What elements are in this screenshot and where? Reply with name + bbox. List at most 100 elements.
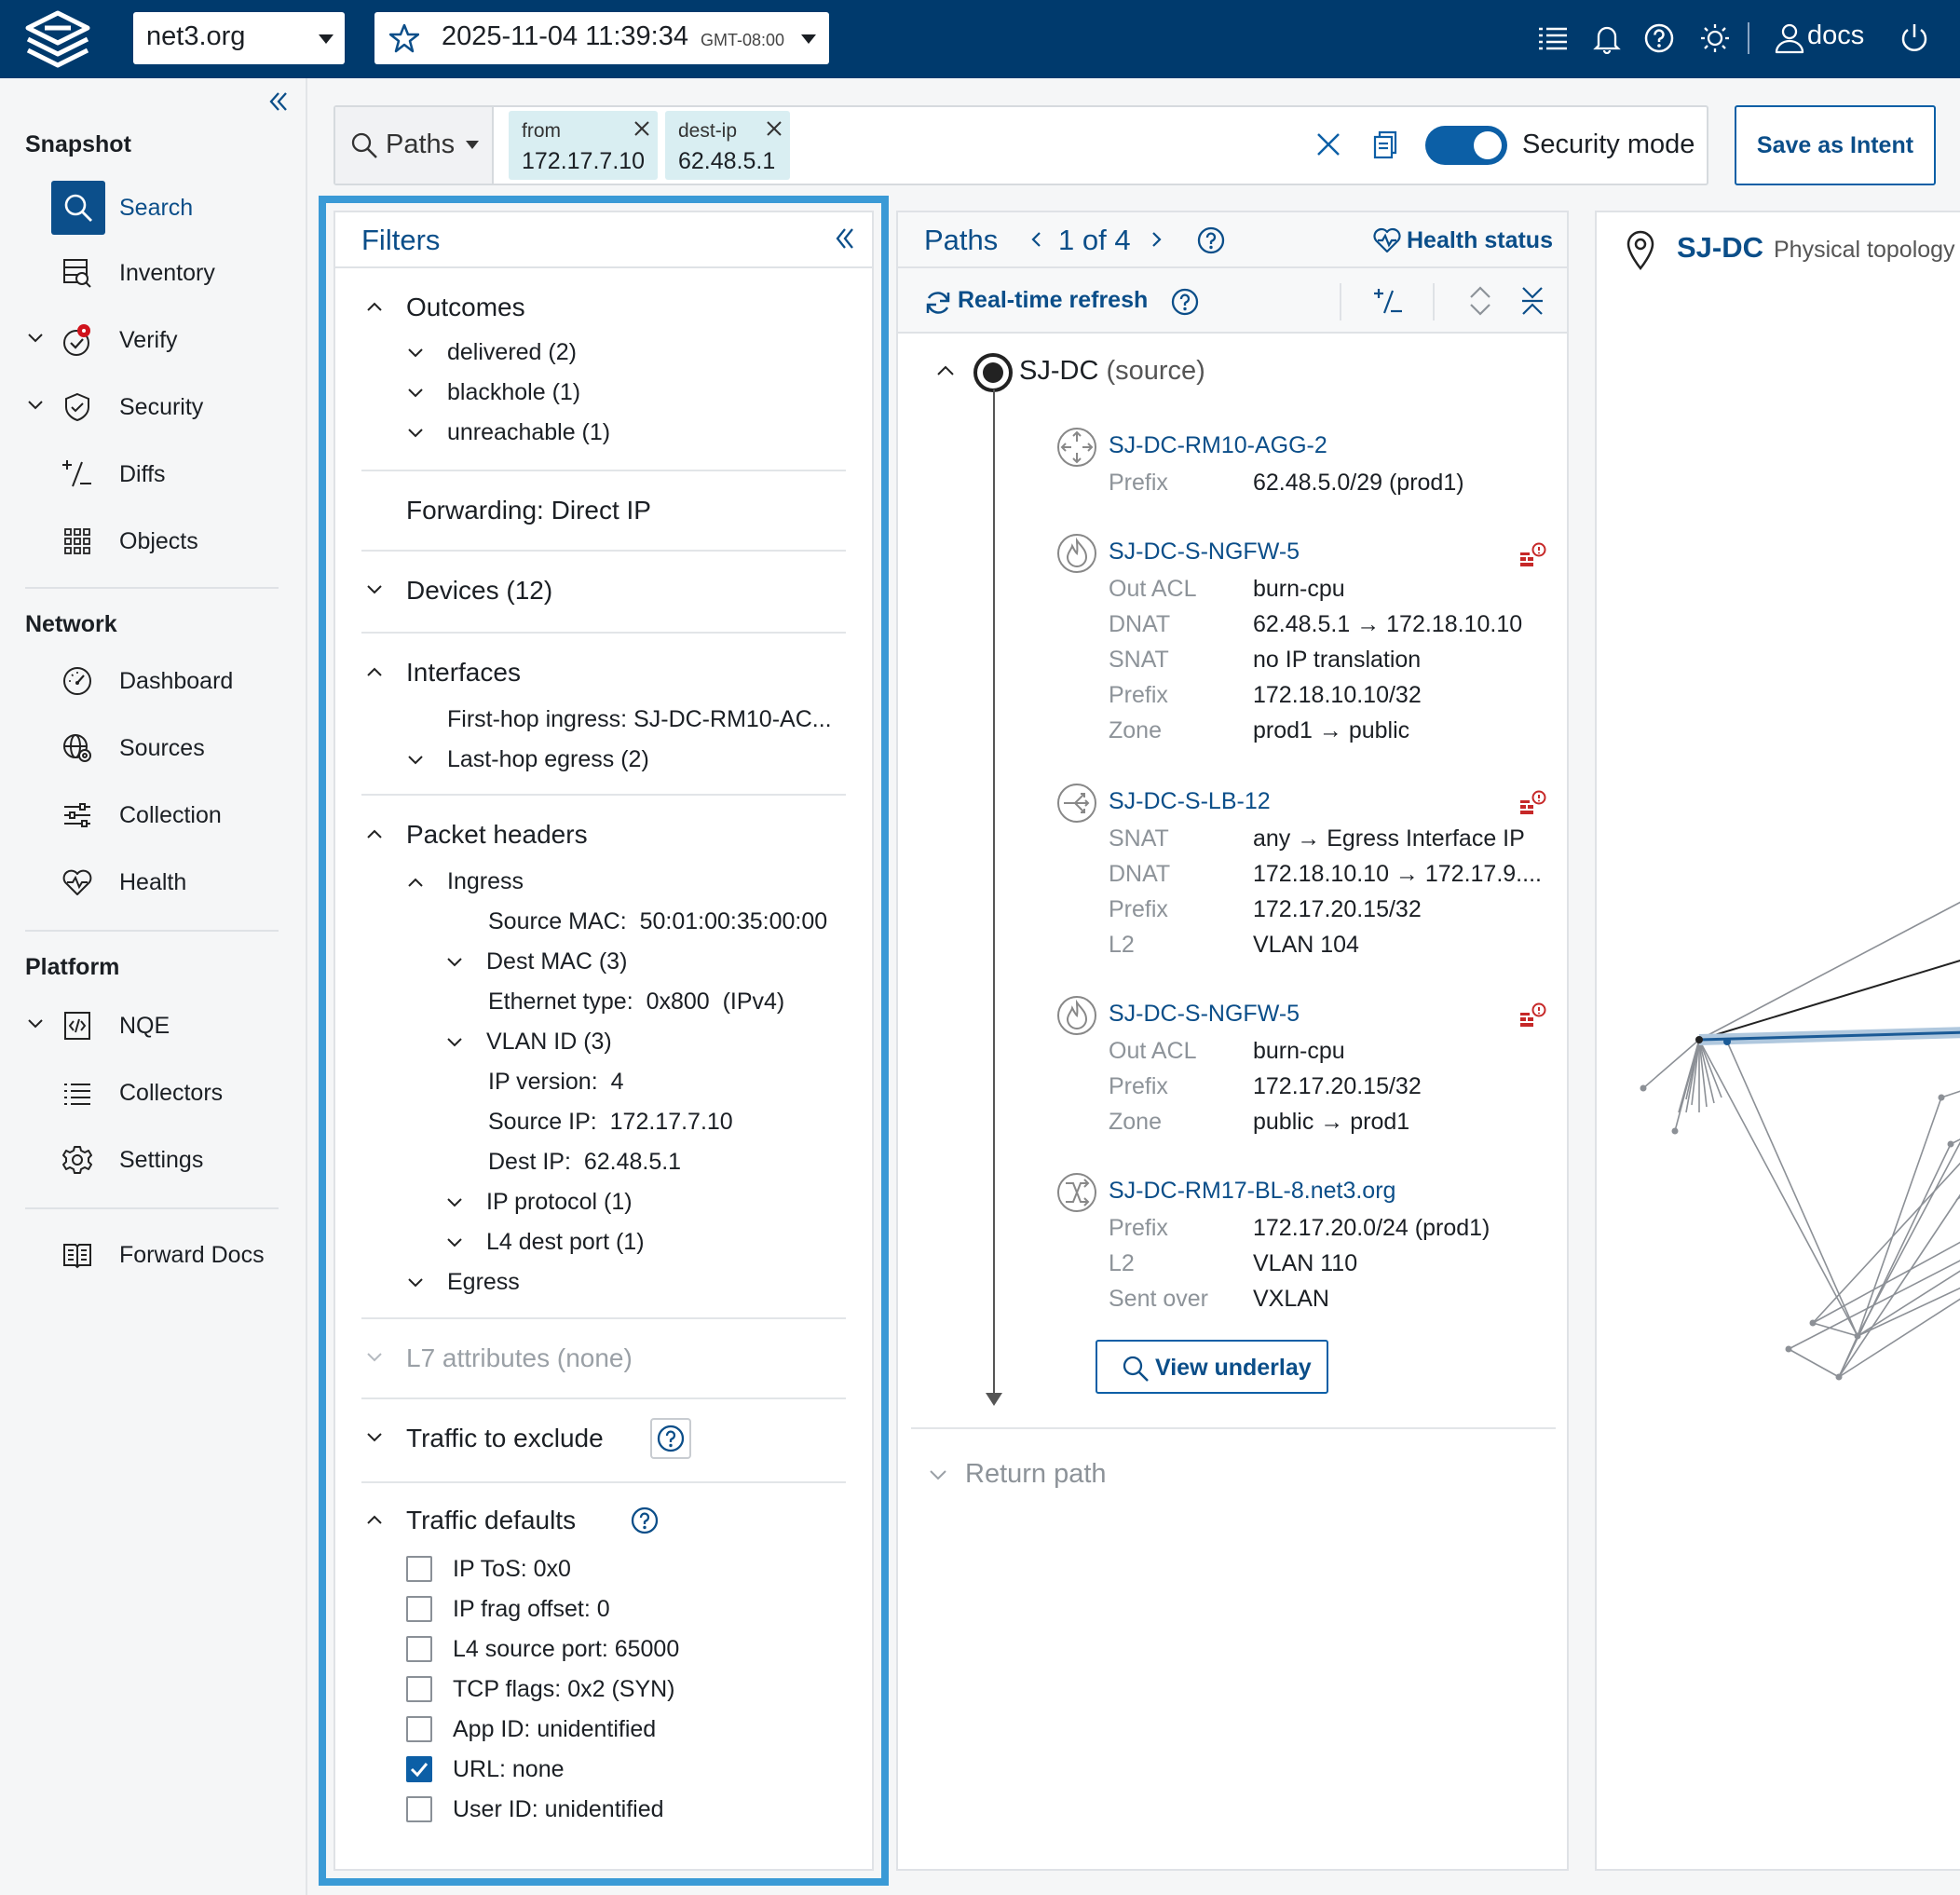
bell-icon[interactable] xyxy=(1591,22,1623,54)
user-name[interactable]: docs xyxy=(1807,20,1865,50)
return-path-toggle[interactable]: Return path xyxy=(965,1459,1107,1489)
collapse-sidebar-icon[interactable] xyxy=(268,91,289,112)
checkbox-l4-source-port[interactable] xyxy=(406,1636,432,1662)
clear-query-icon[interactable] xyxy=(1315,131,1341,157)
checkbox-tcp-flags[interactable] xyxy=(406,1676,432,1702)
help-icon[interactable] xyxy=(1170,287,1200,317)
security-mode-toggle[interactable] xyxy=(1425,126,1507,165)
sidebar-item-verify[interactable]: Verify xyxy=(0,313,307,369)
ethernet-type-row[interactable]: Ethernet type: 0x800 (IPv4) xyxy=(488,988,784,1016)
ip-version-row[interactable]: IP version: 4 xyxy=(488,1069,623,1096)
forwarding-label: Forwarding: xyxy=(406,496,544,525)
router-icon xyxy=(1057,428,1096,467)
hop-device-link[interactable]: SJ-DC-RM10-AGG-2 xyxy=(1109,432,1327,458)
sidebar-item-collection[interactable]: Collection xyxy=(0,788,307,844)
save-as-intent-button[interactable]: Save as Intent xyxy=(1735,105,1936,185)
filter-chip-dest-ip[interactable]: dest-ip 62.48.5.1 xyxy=(665,111,790,180)
theme-sun-icon[interactable] xyxy=(1699,22,1731,54)
chevron-down-icon[interactable] xyxy=(28,334,43,343)
org-select[interactable]: net3.org xyxy=(133,12,345,64)
sidebar-item-settings[interactable]: Settings xyxy=(0,1133,307,1189)
checkbox-user-id[interactable] xyxy=(406,1796,432,1822)
help-icon[interactable] xyxy=(1643,22,1675,54)
chevron-right-icon[interactable] xyxy=(1151,231,1163,248)
search-mode-dropdown[interactable]: Paths xyxy=(335,107,494,184)
chevron-down-icon[interactable] xyxy=(930,1470,946,1480)
search-query-bar[interactable]: Paths from 172.17.7.10 dest-ip 62.48.5.1… xyxy=(333,105,1708,185)
first-hop-label: First-hop ingress: xyxy=(447,706,628,732)
source-node-icon xyxy=(973,353,1013,392)
collapse-all-icon[interactable] xyxy=(1520,285,1545,317)
sidebar-item-nqe[interactable]: NQE xyxy=(0,999,307,1055)
security-alert-icon[interactable] xyxy=(1518,542,1546,570)
sidebar-divider xyxy=(25,587,279,589)
sidebar-item-inventory[interactable]: Inventory xyxy=(0,246,307,302)
sidebar-item-label: Collection xyxy=(119,802,222,828)
source-mac-row[interactable]: Source MAC: 50:01:00:35:00:00 xyxy=(488,908,827,935)
sidebar-item-objects[interactable]: Objects xyxy=(0,514,307,570)
sidebar-item-health[interactable]: Health xyxy=(0,855,307,911)
user-icon[interactable] xyxy=(1774,22,1805,54)
paths-panel: Paths 1 of 4 Health status Real-time ref… xyxy=(896,211,1569,1871)
expand-all-icon[interactable] xyxy=(1468,285,1492,317)
help-icon[interactable] xyxy=(1196,225,1226,255)
hop-device-link[interactable]: SJ-DC-S-NGFW-5 xyxy=(1109,539,1300,565)
security-alert-icon[interactable] xyxy=(1518,1002,1546,1030)
help-icon[interactable] xyxy=(650,1418,691,1459)
checkbox-ip-tos[interactable] xyxy=(406,1556,432,1582)
chevron-left-icon[interactable] xyxy=(1030,231,1041,248)
close-icon[interactable] xyxy=(633,120,650,137)
section-divider xyxy=(361,1317,846,1319)
search-icon xyxy=(351,132,377,158)
source-ip-row[interactable]: Source IP: 172.17.7.10 xyxy=(488,1109,733,1136)
section-divider xyxy=(911,1427,1556,1429)
field-label: Dest IP: xyxy=(488,1149,571,1175)
arrow-down-icon xyxy=(986,1393,1002,1406)
filters-title: Filters xyxy=(361,224,441,256)
topology-panel[interactable]: SJ-DC Physical topology xyxy=(1595,211,1960,1871)
checkbox-ip-frag-offset[interactable] xyxy=(406,1596,432,1622)
close-icon[interactable] xyxy=(766,120,783,137)
heart-pulse-icon[interactable] xyxy=(1373,227,1401,253)
health-status-button[interactable]: Health status xyxy=(1407,227,1553,253)
forwarding-row[interactable]: Forwarding: Direct IP xyxy=(406,496,651,525)
dest-ip-row[interactable]: Dest IP: 62.48.5.1 xyxy=(488,1149,681,1176)
real-time-refresh-button[interactable]: Real-time refresh xyxy=(958,287,1149,313)
collapse-filters-icon[interactable] xyxy=(835,227,855,250)
field-label: VLAN ID (3) xyxy=(486,1029,612,1055)
list-icon[interactable] xyxy=(1537,22,1569,54)
hop-device-link[interactable]: SJ-DC-S-NGFW-5 xyxy=(1109,1001,1300,1027)
refresh-icon[interactable] xyxy=(924,289,952,317)
topology-graph[interactable] xyxy=(1597,212,1960,1869)
copy-query-icon[interactable] xyxy=(1371,130,1399,159)
sidebar-item-search[interactable]: Search xyxy=(0,181,307,237)
checkbox-label: IP frag offset: 0 xyxy=(453,1596,610,1622)
chevron-down-icon[interactable] xyxy=(28,1019,43,1029)
hop-device-link[interactable]: SJ-DC-RM17-BL-8.net3.org xyxy=(1109,1178,1396,1204)
sidebar-item-dashboard[interactable]: Dashboard xyxy=(0,654,307,710)
sidebar-item-forward-docs[interactable]: Forward Docs xyxy=(0,1228,307,1284)
chevron-down-icon[interactable] xyxy=(28,401,43,410)
checkbox-url[interactable] xyxy=(406,1756,432,1782)
forward-logo-icon[interactable] xyxy=(20,7,95,69)
security-mode-label: Security mode xyxy=(1522,130,1695,159)
sidebar-item-collectors[interactable]: Collectors xyxy=(0,1066,307,1122)
security-alert-icon[interactable] xyxy=(1518,790,1546,818)
sidebar-item-security[interactable]: Security xyxy=(0,380,307,436)
checkbox-app-id[interactable] xyxy=(406,1716,432,1742)
sidebar-item-sources[interactable]: Sources xyxy=(0,721,307,777)
help-icon[interactable] xyxy=(630,1506,660,1535)
star-icon[interactable] xyxy=(389,23,419,53)
first-hop-ingress-row[interactable]: First-hop ingress: SJ-DC-RM10-AC... xyxy=(447,706,832,733)
sidebar-item-diffs[interactable]: Diffs xyxy=(0,447,307,503)
view-underlay-button[interactable]: View underlay xyxy=(1096,1340,1328,1394)
chevron-up-icon[interactable] xyxy=(937,365,954,375)
chip-value: 62.48.5.1 xyxy=(678,148,776,174)
hop-device-link[interactable]: SJ-DC-S-LB-12 xyxy=(1109,788,1271,814)
diff-icon[interactable] xyxy=(1373,287,1403,317)
hop-detail-row: Prefix 172.17.20.15/32 xyxy=(1109,896,1422,922)
power-icon[interactable] xyxy=(1899,22,1930,54)
filter-chip-from[interactable]: from 172.17.7.10 xyxy=(509,111,658,180)
snapshot-select[interactable]: 2025-11-04 11:39:34 GMT-08:00 xyxy=(374,12,829,64)
section-label: Traffic to exclude xyxy=(406,1424,604,1452)
